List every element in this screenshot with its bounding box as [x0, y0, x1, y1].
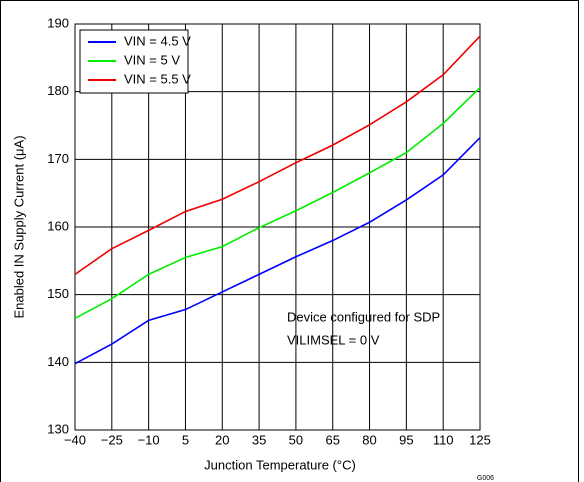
annotation: VILIMSEL = 0 V: [287, 332, 380, 347]
legend-label: VIN = 5.5 V: [124, 71, 191, 86]
legend-label: VIN = 4.5 V: [124, 33, 191, 48]
x-tick-label: −25: [101, 432, 123, 447]
plot-frame: [74, 23, 481, 431]
y-tick-label: 180: [47, 83, 69, 98]
x-tick-label: 125: [469, 432, 491, 447]
x-tick-label: 5: [182, 432, 189, 447]
y-tick-label: 140: [47, 354, 69, 369]
y-axis-label: Enabled IN Supply Current (μA): [11, 135, 26, 318]
y-tick-label: 160: [47, 218, 69, 233]
figure-id: G006: [477, 475, 494, 482]
series-line: [74, 35, 481, 276]
x-tick-label: 20: [215, 432, 229, 447]
y-tick-label: 170: [47, 151, 69, 166]
series-line: [74, 87, 481, 320]
x-tick-label: 95: [399, 432, 413, 447]
y-tick-label: 130: [47, 421, 69, 436]
y-tick-label: 190: [47, 15, 69, 30]
x-tick-label: −40: [64, 432, 86, 447]
y-tick-label: 150: [47, 286, 69, 301]
x-tick-label: 65: [325, 432, 339, 447]
legend-label: VIN = 5 V: [124, 52, 180, 67]
annotation: Device configured for SDP: [287, 309, 440, 324]
x-tick-label: 50: [289, 432, 303, 447]
x-tick-label: 35: [252, 432, 266, 447]
series-line: [74, 137, 481, 365]
x-tick-label: 110: [433, 432, 454, 447]
x-axis-label: Junction Temperature (°C): [204, 457, 356, 472]
x-tick-label: −10: [138, 432, 160, 447]
x-tick-label: 80: [362, 432, 376, 447]
